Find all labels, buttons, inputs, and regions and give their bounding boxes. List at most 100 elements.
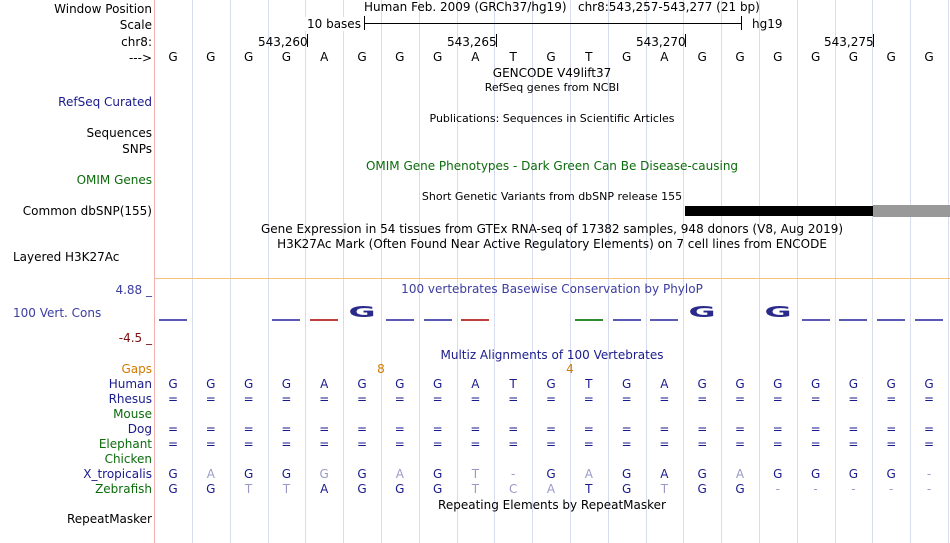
- grid-line: [381, 0, 382, 543]
- alignment-base: G: [168, 482, 178, 496]
- cons-label[interactable]: 100 Vert. Cons: [13, 306, 102, 320]
- alignment-base: =: [697, 437, 708, 451]
- scale-bar: [364, 23, 741, 24]
- alignment-base: A: [584, 467, 593, 481]
- phylop-mark: [272, 319, 301, 321]
- phylop-mark: [877, 319, 906, 321]
- h3k27ac-title[interactable]: H3K27Ac Mark (Often Found Near Active Re…: [277, 237, 827, 251]
- phylop-title[interactable]: 100 vertebrates Basewise Conservation by…: [401, 282, 703, 296]
- species-label[interactable]: Chicken: [104, 452, 152, 466]
- alignment-base: =: [886, 437, 897, 451]
- alignment-base: =: [735, 437, 746, 451]
- alignment-base: =: [924, 437, 935, 451]
- alignment-base: G: [697, 377, 707, 391]
- species-label[interactable]: Rhesus: [108, 392, 152, 406]
- phylop-mark: [310, 319, 339, 321]
- grid-line: [192, 0, 193, 543]
- coord-543260: 543,260: [258, 35, 308, 49]
- species-label[interactable]: Human: [108, 377, 152, 391]
- base-letter: G: [395, 50, 405, 64]
- alignment-base: G: [735, 482, 745, 496]
- phylop-mark: [159, 319, 187, 321]
- alignment-base: G: [243, 467, 254, 481]
- alignment-base: =: [432, 392, 443, 406]
- species-label[interactable]: Mouse: [113, 407, 152, 421]
- base-letter: G: [432, 50, 443, 64]
- omim-title[interactable]: OMIM Gene Phenotypes - Dark Green Can Be…: [365, 159, 739, 173]
- gencode-title[interactable]: GENCODE V49lift37: [492, 66, 612, 80]
- refseq-label[interactable]: RefSeq Curated: [58, 95, 152, 109]
- alignment-base: =: [394, 437, 405, 451]
- alignment-base: =: [848, 437, 859, 451]
- grid-line: [532, 0, 533, 543]
- dbsnp-label[interactable]: Common dbSNP(155): [22, 204, 152, 218]
- alignment-base: =: [659, 437, 670, 451]
- alignment-base: =: [583, 422, 594, 436]
- alignment-base: =: [357, 392, 368, 406]
- alignment-base: =: [432, 437, 443, 451]
- alignment-base: =: [546, 392, 557, 406]
- alignment-base: =: [735, 422, 746, 436]
- alignment-base: G: [621, 482, 632, 496]
- base-letter: G: [697, 50, 707, 64]
- alignment-base: T: [660, 482, 669, 496]
- alignment-base: G: [243, 377, 254, 391]
- alignment-base: G: [395, 377, 405, 391]
- h3k27ac-label[interactable]: Layered H3K27Ac: [13, 250, 120, 264]
- repeatmasker-title[interactable]: Repeating Elements by RepeatMasker: [438, 498, 666, 512]
- sequences-label[interactable]: Sequences: [86, 126, 152, 140]
- grid-line: [457, 0, 458, 543]
- alignment-base: T: [585, 377, 593, 391]
- alignment-base: =: [924, 392, 935, 406]
- grid-line: [608, 0, 609, 543]
- dbsnp-variant-bar-gray[interactable]: [873, 205, 950, 217]
- alignment-base: =: [621, 392, 632, 406]
- base-letter: G: [168, 50, 178, 64]
- refseq-title[interactable]: RefSeq genes from NCBI: [484, 81, 620, 94]
- coord-tick: [873, 34, 874, 47]
- alignment-base: =: [205, 392, 216, 406]
- alignment-base: =: [583, 392, 594, 406]
- genome-title[interactable]: Human Feb. 2009 (GRCh37/hg19) chr8:543,2…: [364, 0, 760, 14]
- phylop-mark: [385, 319, 414, 321]
- dbsnp-variant-bar[interactable]: [685, 206, 873, 216]
- alignment-base: =: [319, 437, 330, 451]
- assembly-label: hg19: [752, 17, 783, 31]
- alignment-base: =: [886, 422, 897, 436]
- alignment-base: G: [168, 377, 178, 391]
- alignment-base: G: [735, 377, 745, 391]
- publications-title[interactable]: Publications: Sequences in Scientific Ar…: [429, 112, 675, 125]
- species-label[interactable]: X_tropicalis: [83, 467, 152, 481]
- alignment-base: =: [772, 437, 783, 451]
- species-label[interactable]: Elephant: [98, 437, 152, 451]
- alignment-base: =: [659, 422, 670, 436]
- multiz-title[interactable]: Multiz Alignments of 100 Vertebrates: [440, 348, 664, 362]
- dbsnp-title[interactable]: Short Genetic Variants from dbSNP releas…: [421, 190, 683, 203]
- alignment-base: =: [924, 422, 935, 436]
- grid-line: [230, 0, 231, 543]
- omim-label[interactable]: OMIM Genes: [76, 173, 152, 187]
- species-label[interactable]: Zebrafish: [95, 482, 152, 496]
- base-letter: A: [660, 50, 669, 64]
- snps-label[interactable]: SNPs: [122, 142, 152, 156]
- alignment-base: G: [319, 467, 329, 481]
- alignment-base: =: [508, 437, 519, 451]
- repeatmasker-label[interactable]: RepeatMasker: [66, 512, 152, 526]
- grid-line: [305, 0, 306, 543]
- phylop-letter: G: [348, 303, 376, 321]
- alignment-base: A: [320, 377, 329, 391]
- species-label[interactable]: Dog: [127, 422, 152, 436]
- alignment-base: =: [394, 392, 405, 406]
- gtex-title[interactable]: Gene Expression in 54 tissues from GTEx …: [260, 222, 844, 236]
- alignment-base: G: [810, 377, 821, 391]
- phylop-mark: [461, 319, 490, 321]
- alignment-base: T: [471, 482, 480, 496]
- alignment-base: =: [243, 392, 254, 406]
- grid-line: [494, 0, 495, 543]
- alignment-base: -: [813, 482, 818, 496]
- genome-name: Human Feb. 2009 (GRCh37/hg19): [364, 0, 567, 14]
- alignment-base: G: [773, 377, 783, 391]
- coord-tick: [685, 34, 686, 47]
- grid-line: [646, 0, 647, 543]
- grid-line: [683, 0, 684, 543]
